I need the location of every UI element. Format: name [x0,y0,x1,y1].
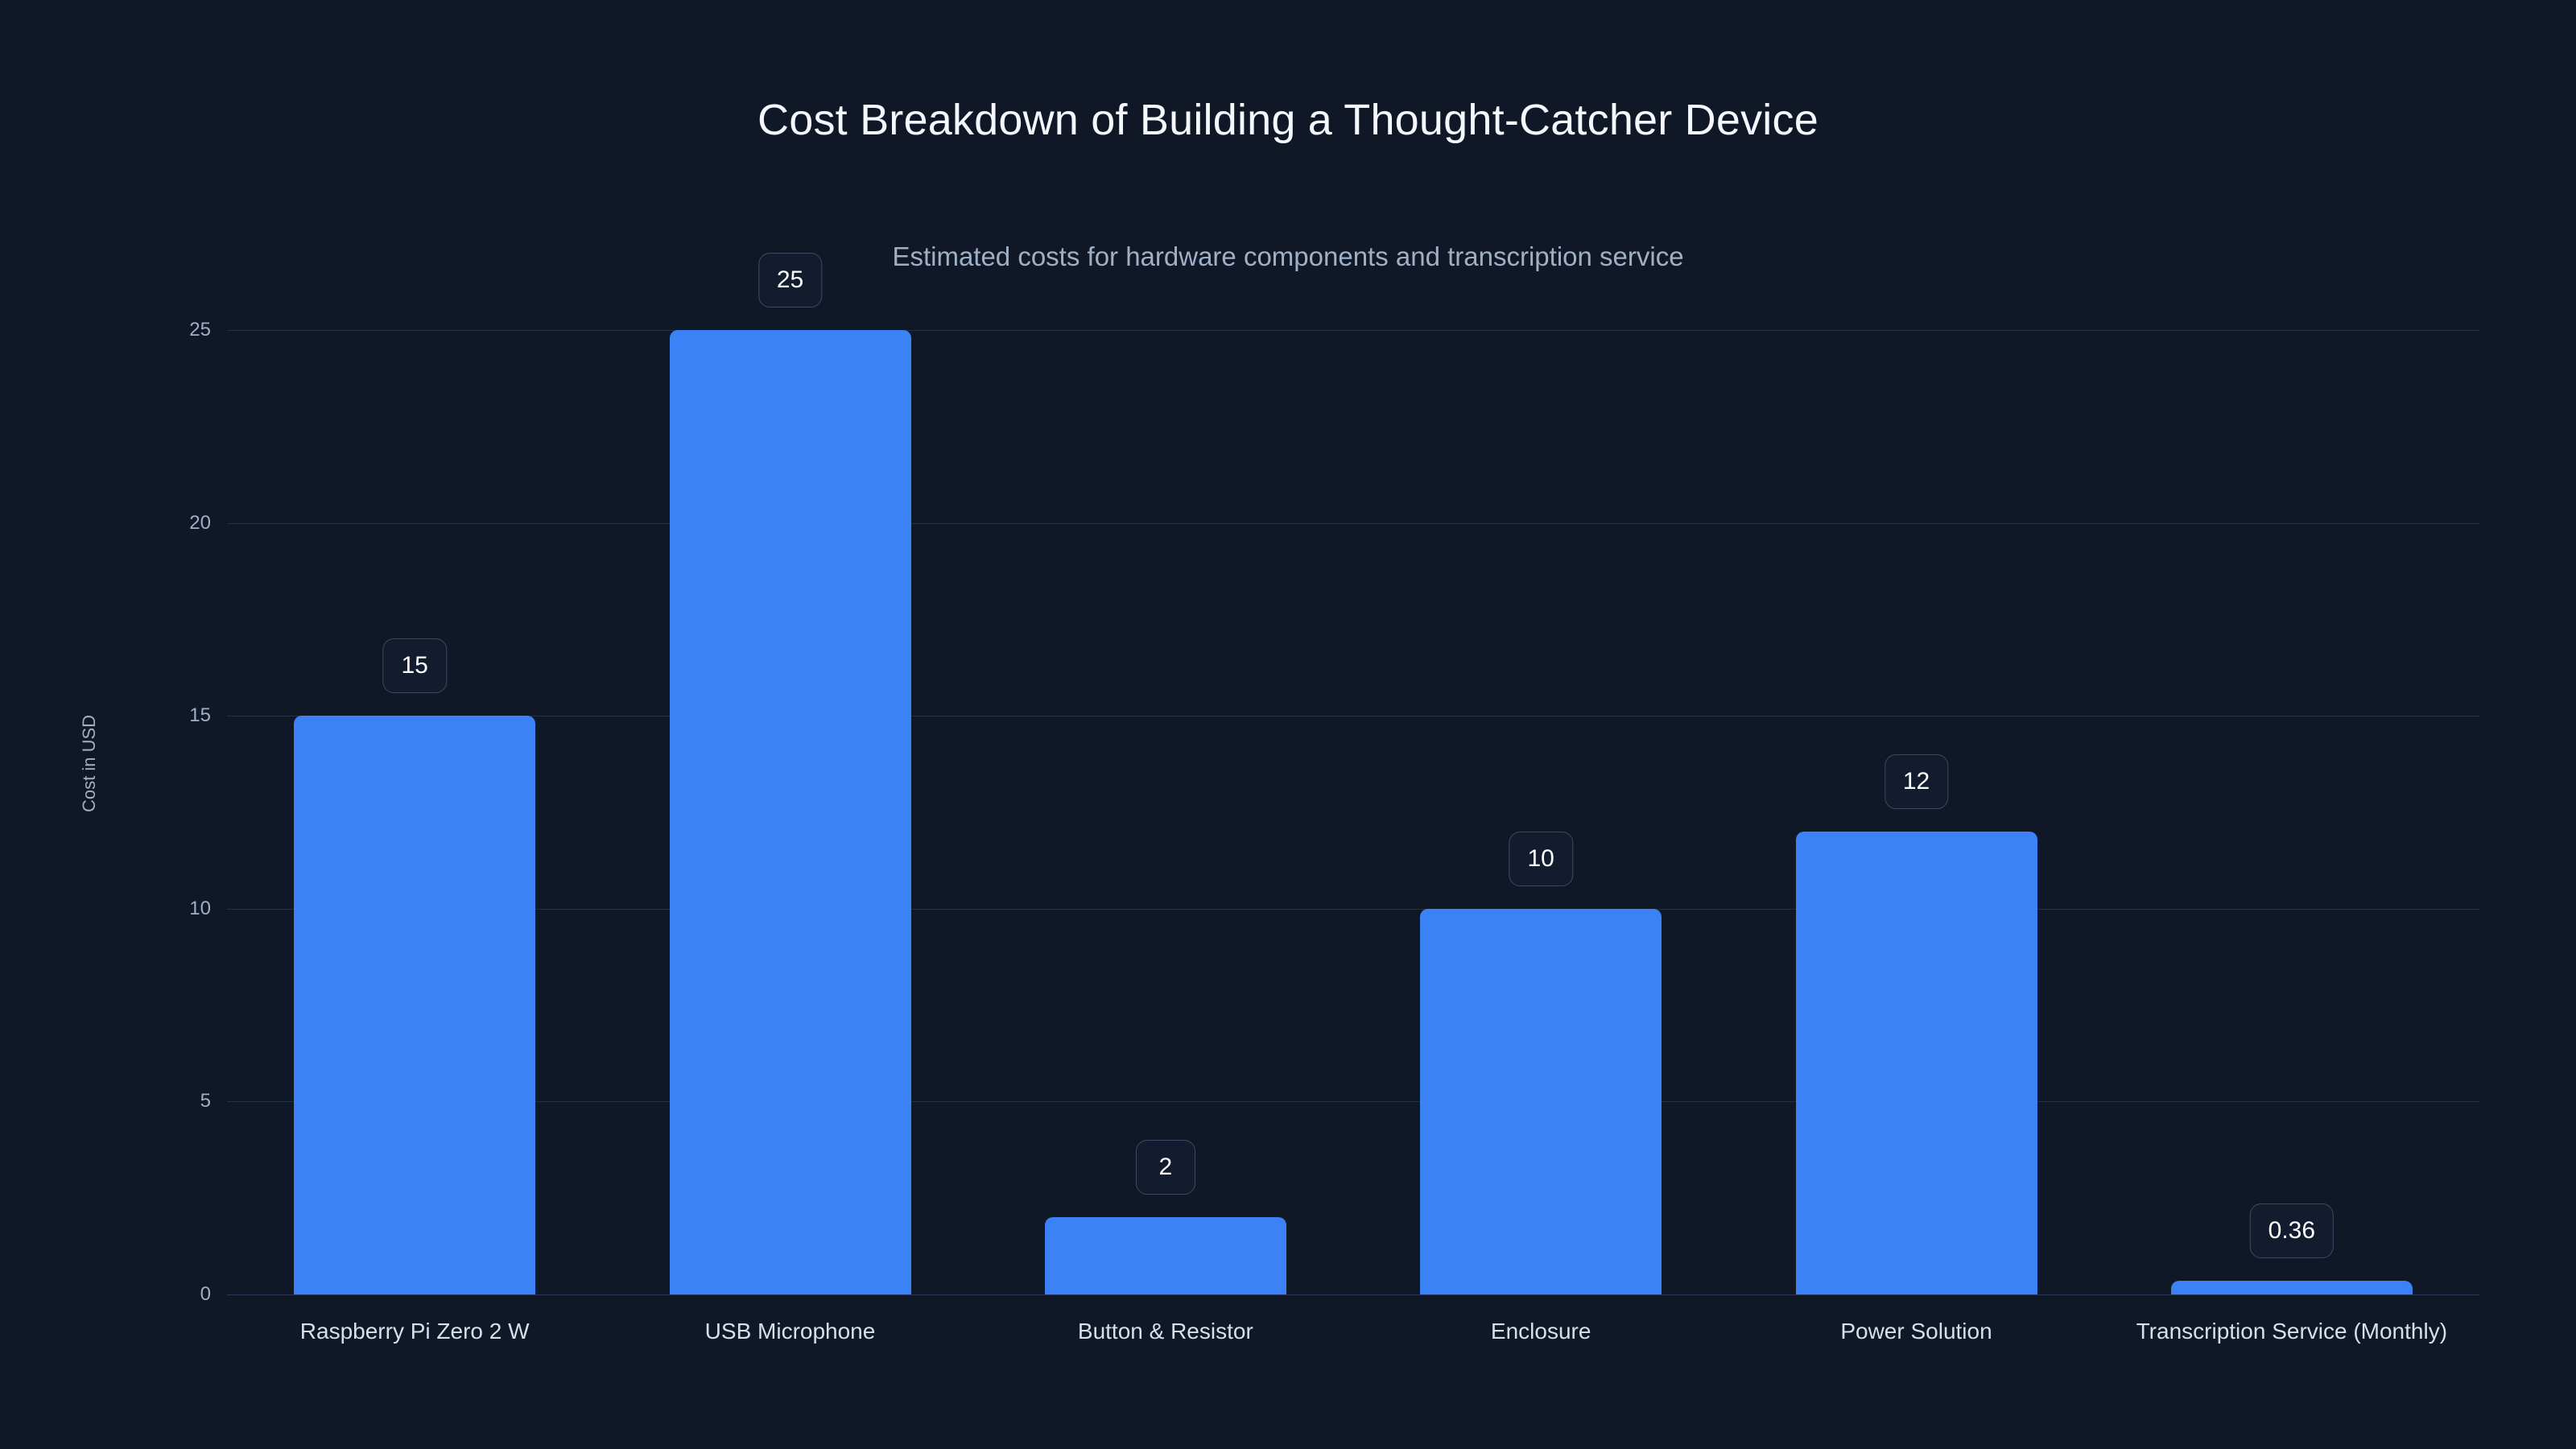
gridline [227,1101,2479,1103]
chart-title: Cost Breakdown of Building a Thought-Cat… [758,96,1818,144]
bar[interactable] [1044,1217,1286,1294]
bar-value-label: 0.36 [2249,1203,2334,1258]
x-tick-label: Power Solution [1840,1319,1992,1344]
bar-value-label: 2 [1135,1140,1195,1195]
y-axis-title: Cost in USD [79,714,99,812]
plot-area [227,330,2479,1295]
y-tick-label: 20 [189,511,211,534]
x-tick-label: USB Microphone [704,1319,876,1344]
x-tick-label: Raspberry Pi Zero 2 W [299,1319,530,1344]
y-tick-label: 25 [189,319,211,341]
gridline [227,908,2479,910]
x-tick-label: Button & Resistor [1077,1319,1253,1344]
y-tick-label: 0 [200,1283,211,1305]
bar[interactable] [1795,831,2037,1294]
y-tick-label: 10 [189,897,211,919]
bar[interactable] [1420,908,1662,1294]
gridline [227,330,2479,331]
chart-subtitle: Estimated costs for hardware components … [892,242,1684,271]
x-tick-label: Transcription Service (Monthly) [2136,1319,2448,1344]
x-tick-label: Enclosure [1490,1319,1591,1344]
bar[interactable] [294,716,536,1294]
gridline [227,1294,2479,1295]
y-tick-label: 15 [189,704,211,727]
bar[interactable] [2170,1280,2413,1294]
bar-value-label: 15 [382,638,447,694]
bar-value-label: 10 [1509,831,1573,886]
gridline [227,522,2479,524]
bar-value-label: 25 [758,253,823,308]
bar[interactable] [669,330,911,1294]
bar-value-label: 12 [1884,753,1949,809]
y-tick-label: 5 [200,1090,211,1113]
